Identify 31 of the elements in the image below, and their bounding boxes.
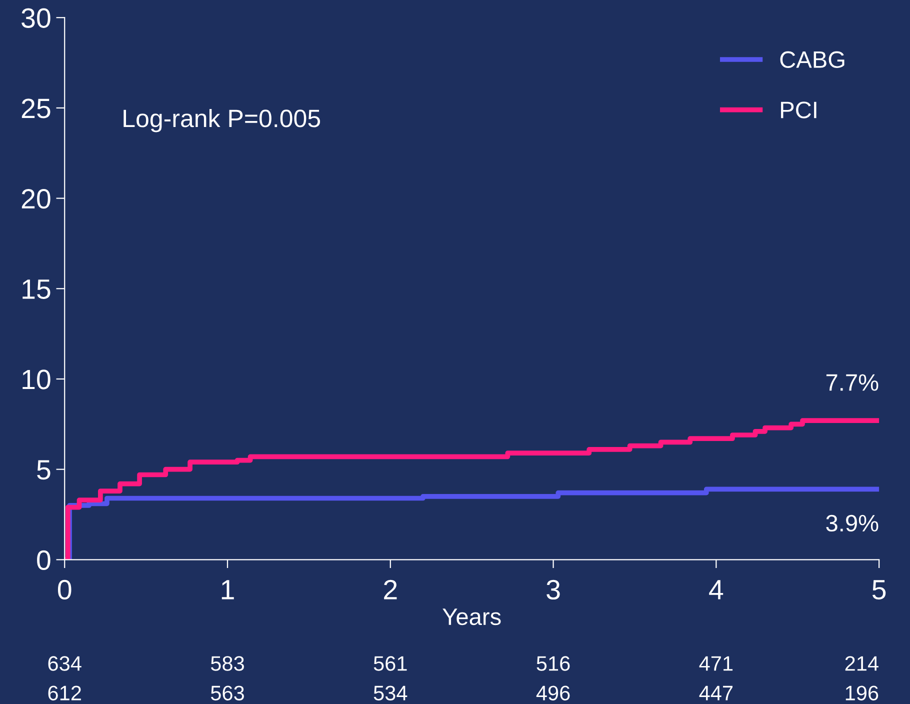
y-tick-label: 0	[37, 550, 50, 570]
text: 612	[48, 686, 81, 700]
text: 214	[845, 656, 878, 671]
text: 196	[846, 686, 878, 700]
legend-label: PCI	[781, 102, 816, 118]
x-tick-label: 1	[222, 580, 234, 600]
x-tick-label: 2	[384, 580, 397, 600]
legend-label: CABG	[780, 51, 844, 68]
text: 561	[374, 656, 407, 671]
text: 496	[536, 686, 570, 700]
text: 516	[536, 656, 570, 671]
text: 534	[374, 686, 408, 700]
y-tick-label: 30	[22, 8, 50, 28]
y-tick-label: 5	[37, 460, 50, 480]
text: 563	[210, 686, 244, 700]
y-tick-label: 10	[22, 370, 50, 390]
text: 634	[48, 656, 82, 671]
annotation: Log-rank P=0.005	[124, 108, 320, 132]
x-tick-label: 3	[546, 580, 560, 600]
y-tick-label: 20	[22, 188, 50, 209]
annotation: 3.9%	[826, 514, 878, 532]
y-tick-label: 15	[22, 280, 50, 299]
text: 447	[699, 686, 733, 700]
text: 471	[699, 656, 733, 671]
x-tick-label: 0	[58, 580, 72, 600]
x-tick-label: 4	[709, 580, 724, 600]
annotation: 7.7%	[826, 374, 878, 391]
y-tick-label: 25	[22, 98, 50, 118]
x-tick-label: 5	[872, 580, 886, 600]
x-axis-title: Years	[442, 608, 501, 626]
text: 583	[210, 656, 244, 671]
